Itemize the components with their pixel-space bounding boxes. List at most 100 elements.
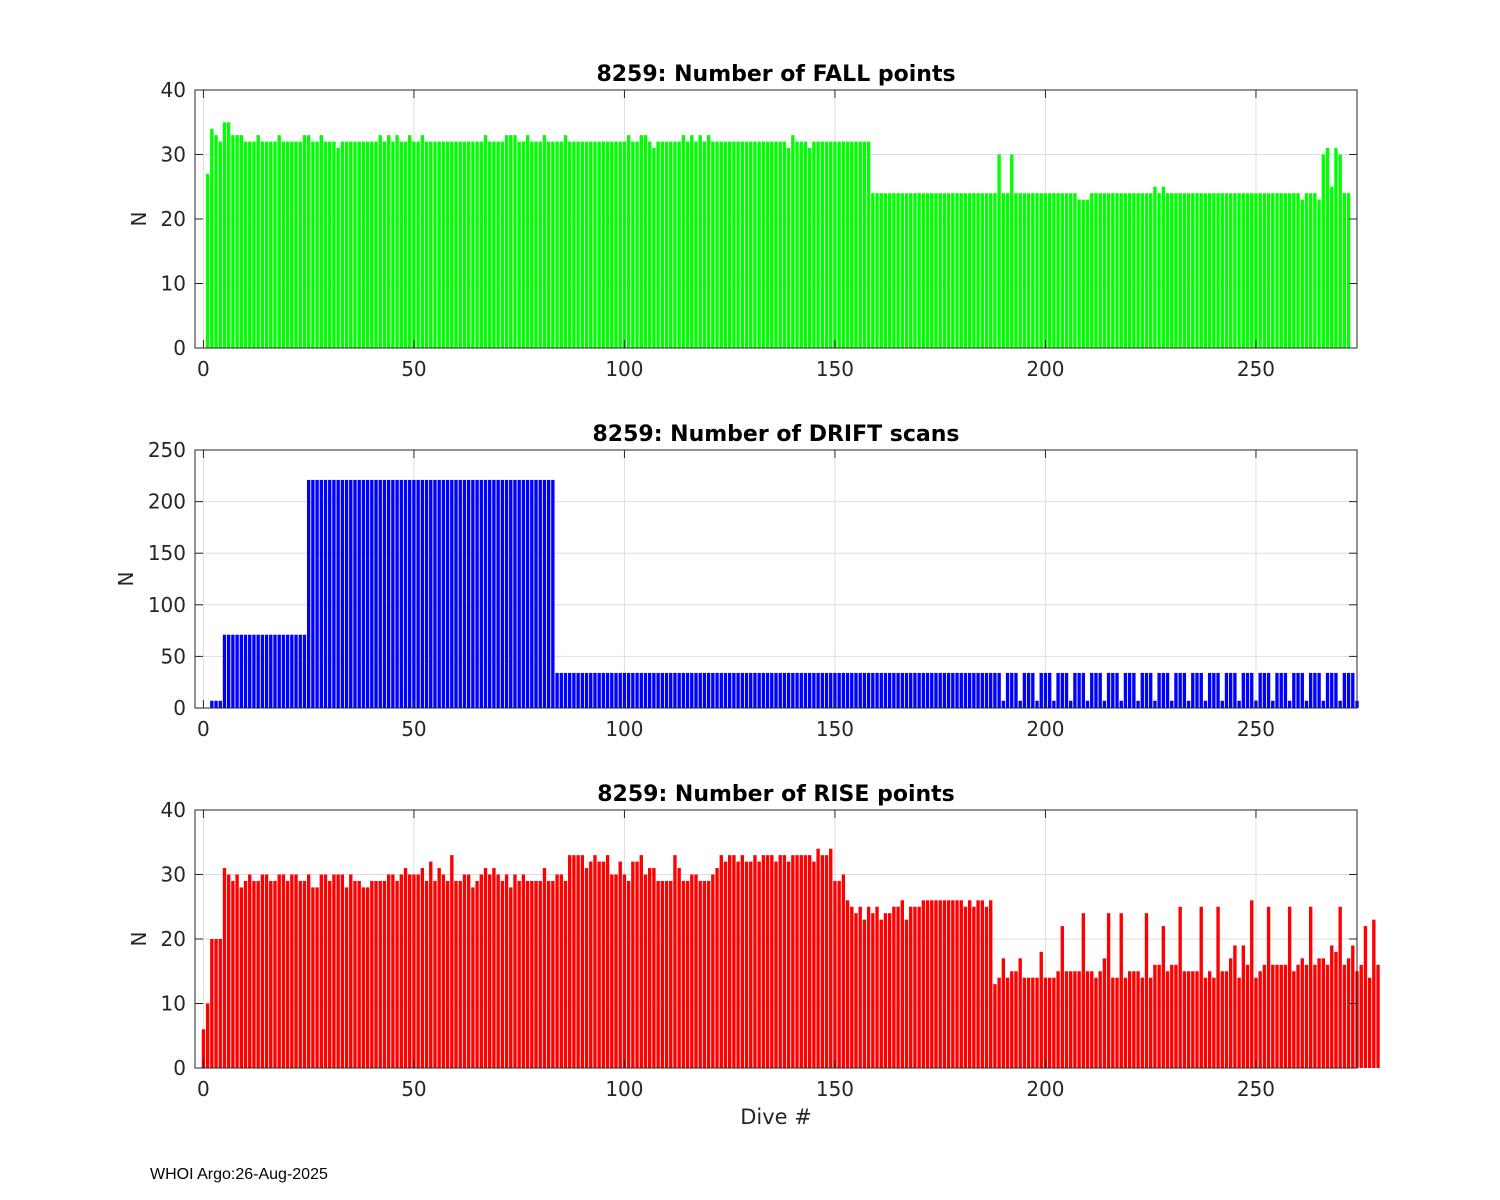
bar — [1090, 971, 1094, 1068]
bar — [652, 672, 656, 708]
bar — [1229, 958, 1233, 1068]
bar — [424, 141, 429, 348]
bar — [711, 874, 715, 1068]
bar — [1165, 672, 1170, 708]
bar — [1014, 193, 1018, 348]
x-tick-label: 100 — [605, 717, 643, 741]
bar — [412, 479, 416, 708]
bar — [698, 880, 702, 1068]
bar — [475, 880, 479, 1068]
bar — [1342, 964, 1347, 1068]
bar — [1039, 951, 1043, 1068]
bar — [1123, 672, 1128, 708]
x-tick-label: 200 — [1026, 717, 1064, 741]
bar — [1313, 193, 1317, 348]
bar — [1182, 672, 1187, 708]
bar — [850, 906, 854, 1068]
bar — [664, 672, 669, 708]
bar — [1258, 971, 1262, 1068]
bar — [1237, 977, 1241, 1068]
bar — [285, 141, 290, 348]
bar — [365, 887, 370, 1068]
bar — [1149, 193, 1153, 348]
bar — [1022, 672, 1027, 708]
bar — [1094, 193, 1098, 348]
bar — [323, 874, 328, 1068]
bar — [1292, 672, 1296, 708]
y-tick-label: 30 — [161, 143, 186, 167]
bar — [702, 141, 707, 348]
bar — [896, 672, 900, 708]
bar — [1001, 193, 1006, 348]
bar — [723, 672, 728, 708]
bar — [765, 672, 770, 708]
bar — [610, 672, 614, 708]
bar — [353, 479, 357, 708]
bar — [778, 672, 782, 708]
bar — [921, 672, 926, 708]
bar — [1224, 672, 1229, 708]
bar — [1157, 964, 1161, 1068]
x-tick-label: 50 — [401, 717, 426, 741]
bar — [833, 672, 837, 708]
bar — [1047, 977, 1052, 1068]
bar — [757, 141, 761, 348]
bar — [770, 141, 774, 348]
bar — [972, 193, 976, 348]
bar — [652, 868, 656, 1068]
bar — [1064, 971, 1069, 1068]
y-tick-label: 0 — [173, 1056, 186, 1080]
bar — [525, 135, 530, 348]
bar — [887, 913, 892, 1068]
bar — [1157, 193, 1161, 348]
bar — [454, 479, 458, 708]
bar — [382, 141, 387, 348]
bar — [1106, 672, 1111, 708]
bar — [631, 861, 635, 1068]
bar — [1199, 906, 1203, 1068]
bar — [450, 479, 454, 708]
bar — [1165, 971, 1170, 1068]
bar — [1119, 700, 1123, 708]
bar — [353, 880, 357, 1068]
bar — [900, 900, 904, 1068]
y-tick-label: 250 — [148, 438, 186, 462]
bar — [1220, 193, 1224, 348]
bar — [1170, 193, 1174, 348]
bar — [626, 880, 631, 1068]
bar — [643, 135, 648, 348]
bar — [1262, 964, 1267, 1068]
bar — [833, 141, 837, 348]
bar — [1191, 193, 1195, 348]
bar — [332, 141, 336, 348]
bar — [1363, 926, 1368, 1068]
bar — [386, 135, 391, 348]
bar — [951, 900, 955, 1068]
bar — [917, 906, 921, 1068]
bar — [227, 634, 231, 708]
bar — [496, 874, 500, 1068]
bar — [1287, 193, 1292, 348]
bar — [791, 672, 795, 708]
bar — [1313, 964, 1317, 1068]
bar — [336, 874, 340, 1068]
bar — [239, 887, 243, 1068]
bar — [273, 880, 277, 1068]
bar — [1018, 193, 1022, 348]
bar — [761, 855, 766, 1068]
bar — [622, 874, 627, 1068]
bar — [424, 880, 429, 1068]
bar — [681, 672, 686, 708]
bar — [597, 141, 601, 348]
bar — [900, 672, 904, 708]
bar — [1010, 672, 1014, 708]
y-axis-label: N — [127, 932, 151, 947]
bar — [887, 193, 892, 348]
bar — [728, 672, 732, 708]
bar — [1073, 193, 1077, 348]
bar — [1334, 148, 1338, 348]
bar — [500, 141, 505, 348]
bar — [858, 672, 862, 708]
bar — [1014, 672, 1018, 708]
